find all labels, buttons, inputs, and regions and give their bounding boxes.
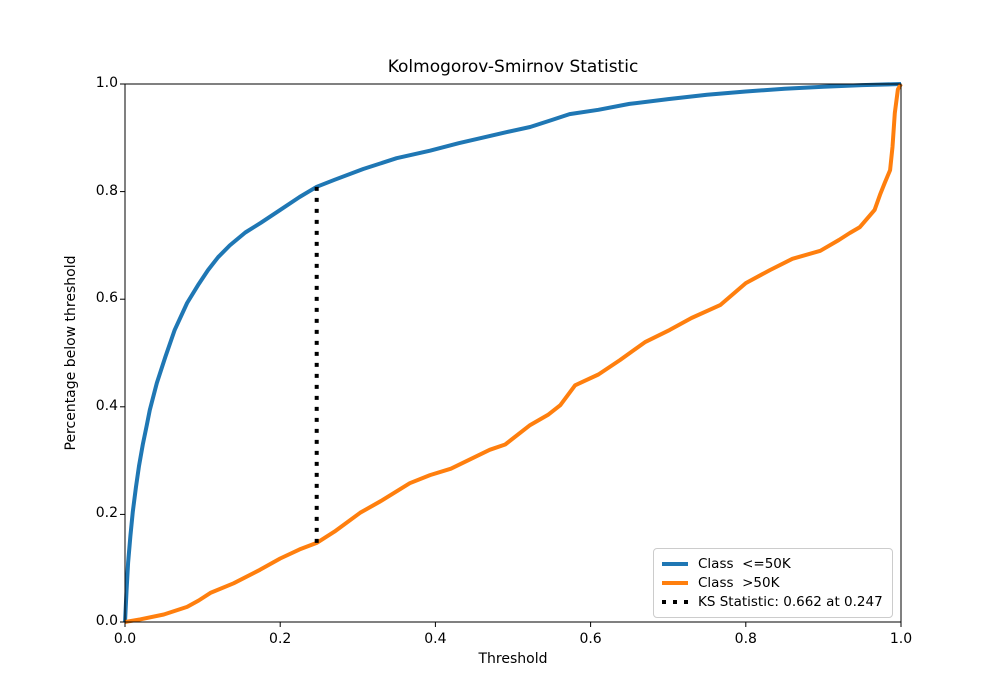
x-tick-label: 0.4 [424, 631, 447, 647]
series-line-0 [123, 82, 902, 623]
y-tick-label: 1.0 [95, 75, 118, 91]
legend-entry: Class >50K [661, 573, 884, 592]
y-tick-label: 0.6 [95, 290, 118, 307]
y-tick-label: 0.4 [95, 397, 118, 414]
x-tick-label: 0.8 [734, 631, 757, 647]
axes-frame [124, 83, 902, 623]
legend: Class <=50K Class >50K KS Statistic: 0.662… [653, 548, 893, 618]
y-axis-label: Percentage below threshold [63, 255, 79, 451]
x-tick-label: 0.6 [579, 631, 602, 647]
legend-label: KS Statistic: 0.662 at 0.247 [698, 594, 883, 611]
y-tick-label: 0.0 [95, 613, 118, 629]
legend-dotted-line-sample [662, 600, 688, 605]
legend-label: Class >50K [698, 574, 780, 591]
x-axis-label: Threshold [478, 651, 548, 667]
y-tick-label: 0.8 [95, 182, 118, 199]
y-tick-label: 0.2 [95, 505, 118, 522]
chart-title: Kolmogorov-Smirnov Statistic [387, 57, 639, 77]
legend-entry: KS Statistic: 0.662 at 0.247 [661, 593, 884, 612]
legend-line-sample [662, 580, 688, 585]
x-tick-label: 0.0 [113, 631, 137, 647]
series-line-1 [124, 83, 903, 624]
legend-entry: Class <=50K [661, 554, 884, 573]
x-tick-label: 1.0 [889, 631, 913, 647]
legend-label: Class <=50K [698, 555, 791, 572]
x-tick-label: 0.2 [269, 631, 292, 647]
legend-line-sample [662, 561, 688, 566]
